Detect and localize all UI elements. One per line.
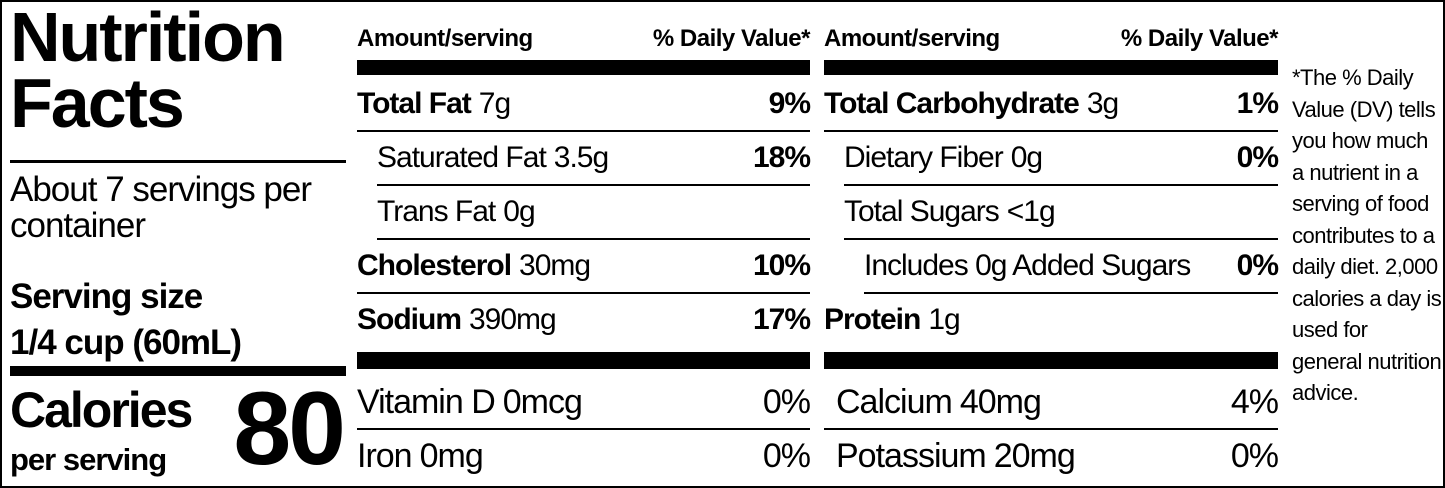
nutrient-row: Total Fat 7g 9% — [357, 77, 811, 131]
nutrient-dv: 1% — [1236, 87, 1279, 120]
nutrient-dv: 18% — [752, 141, 811, 174]
rule — [377, 238, 810, 240]
micro-row: Potassium 20mg 0% — [836, 429, 1279, 483]
rule — [10, 160, 346, 163]
serving-size-label: Serving size — [10, 277, 203, 316]
rule — [824, 428, 1278, 430]
nutrient-name: Total Fat — [357, 87, 472, 120]
rule — [377, 184, 810, 186]
nutrient-row: Total Carbohydrate 3g 1% — [824, 77, 1279, 131]
micro-dv: 4% — [1230, 382, 1279, 421]
servings: About 7 servings per container — [10, 170, 312, 245]
nutrient-amount: 3.5g — [553, 141, 609, 174]
rule — [824, 130, 1278, 132]
nutrient-amount: 3g — [1086, 87, 1119, 120]
thick-rule — [824, 60, 1278, 75]
thick-rule — [357, 352, 810, 369]
nutrient-dv: 10% — [752, 249, 811, 282]
rule — [357, 130, 810, 132]
micro-name: Vitamin D — [357, 382, 496, 421]
nutrient-name: Includes 0g Added Sugars — [864, 249, 1191, 282]
rule — [357, 428, 810, 430]
micro-amount: 20mg — [993, 436, 1076, 475]
nutrient-amount: 1g — [928, 303, 960, 336]
nutrient-name: Cholesterol — [357, 249, 512, 282]
micro-amount: 0mcg — [502, 382, 583, 421]
header-amount: Amount/serving — [824, 25, 1000, 52]
rule — [844, 238, 1278, 240]
nutrient-name: Protein — [824, 303, 921, 336]
micro-row: Calcium 40mg 4% — [836, 375, 1279, 429]
thick-rule — [824, 352, 1278, 369]
nutrient-name: Trans Fat — [377, 195, 496, 228]
nutrient-amount: 390mg — [469, 303, 557, 336]
serving-size: 1/4 cup (60mL) — [10, 323, 242, 362]
nutrient-dv: 0% — [1236, 141, 1279, 174]
nutrient-row: Cholesterol 30mg 10% — [357, 239, 811, 293]
nutrient-name: Total Sugars — [844, 195, 1000, 228]
micro-row: Iron 0mg 0% — [357, 429, 811, 483]
micro-dv: 0% — [762, 436, 811, 475]
nutrient-dv: 9% — [768, 87, 811, 120]
calories-value: 80 — [233, 371, 346, 487]
nutrient-row: Trans Fat 0g — [357, 185, 810, 239]
nutrient-row: Protein 1g — [824, 293, 1278, 347]
micro-name: Potassium — [836, 436, 987, 475]
micro-dv: 0% — [762, 382, 811, 421]
calories-sub: per serving — [10, 442, 167, 477]
nutrient-row: Includes 0g Added Sugars 0% — [824, 239, 1279, 293]
nutrient-row: Sodium 390mg 17% — [357, 293, 811, 347]
rule — [844, 184, 1278, 186]
footnote: *The % Daily Value (DV) tells you how mu… — [1292, 65, 1442, 405]
column-header: Amount/serving % Daily Value* — [357, 12, 811, 66]
nutrient-name: Sodium — [357, 303, 462, 336]
nutrient-amount: 0g — [1010, 141, 1043, 174]
nutrient-dv: 17% — [752, 303, 811, 336]
header-amount: Amount/serving — [357, 25, 533, 52]
nutrient-name: Saturated Fat — [377, 141, 547, 174]
nutrient-amount: 0g — [503, 195, 535, 228]
thick-rule — [357, 60, 810, 75]
title: Nutrition Facts — [10, 0, 286, 142]
column-header: Amount/serving % Daily Value* — [824, 12, 1279, 66]
micro-dv: 0% — [1230, 436, 1279, 475]
header-dv: % Daily Value* — [652, 25, 811, 52]
nutrient-row: Total Sugars <1g — [824, 185, 1278, 239]
rule — [864, 292, 1278, 294]
micro-name: Iron — [357, 436, 413, 475]
micro-amount: 40mg — [959, 382, 1042, 421]
nutrient-amount: 30mg — [519, 249, 591, 282]
header-dv: % Daily Value* — [1120, 25, 1279, 52]
nutrient-row: Saturated Fat 3.5g 18% — [357, 131, 811, 185]
nutrient-amount: <1g — [1006, 195, 1056, 228]
thick-rule — [10, 366, 346, 376]
nutrient-name: Total Carbohydrate — [824, 87, 1080, 120]
nutrient-row: Dietary Fiber 0g 0% — [824, 131, 1279, 185]
micro-row: Vitamin D 0mcg 0% — [357, 375, 811, 429]
rule — [357, 292, 810, 294]
nutrient-amount: 7g — [478, 87, 511, 120]
micro-amount: 0mg — [419, 436, 484, 475]
calories-label: Calories — [10, 382, 193, 438]
micro-name: Calcium — [836, 382, 953, 421]
nutrient-dv: 0% — [1236, 249, 1279, 282]
nutrient-name: Dietary Fiber — [844, 141, 1004, 174]
